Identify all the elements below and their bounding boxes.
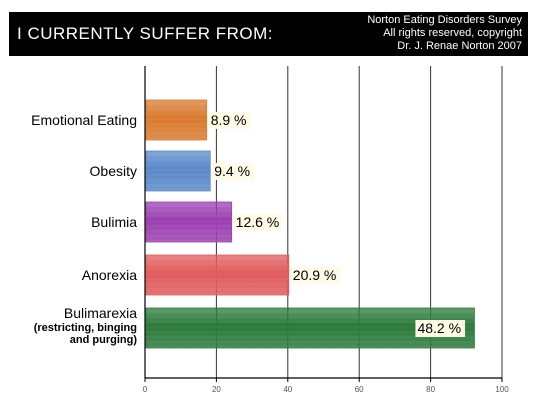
value-label-bg-2	[233, 214, 284, 231]
bar-2	[145, 201, 233, 243]
x-tick-label-100: 100	[495, 385, 509, 394]
value-label-2: 12.6 %	[236, 214, 280, 230]
value-label-1: 9.4 %	[214, 163, 250, 179]
credit-line-rights: All rights reserved, copyright	[383, 27, 522, 39]
x-tick-label-80: 80	[426, 385, 435, 394]
value-label-4: 48.2 %	[417, 320, 461, 336]
value-label-3: 20.9 %	[293, 267, 337, 283]
value-label-bg-3	[290, 267, 341, 284]
x-tick-label-40: 40	[283, 385, 292, 394]
category-sublabel-4-0: (restricting, binging	[34, 322, 137, 334]
category-label-1: Obesity	[90, 163, 137, 179]
credit-line-author: Dr. J. Renae Norton 2007	[397, 40, 522, 52]
copyright-credit: Norton Eating Disorders Survey All right…	[367, 14, 522, 53]
bar-0	[145, 99, 208, 141]
category-label-3: Anorexia	[82, 267, 137, 283]
chart-header: I CURRENTLY SUFFER FROM: Norton Eating D…	[9, 12, 528, 56]
bar-1	[145, 150, 211, 192]
category-label-0: Emotional Eating	[31, 112, 137, 128]
category-label-2: Bulimia	[91, 214, 137, 230]
chart-title: I CURRENTLY SUFFER FROM:	[17, 24, 273, 43]
x-tick-label-60: 60	[355, 385, 364, 394]
bars	[145, 99, 475, 349]
value-label-bg-1	[212, 163, 255, 180]
axes: 0 20 40 60 80 100	[143, 66, 509, 394]
credit-line-survey: Norton Eating Disorders Survey	[367, 14, 522, 26]
value-label-bg-0	[208, 112, 251, 129]
value-label-bg-4	[415, 320, 466, 337]
x-tick-label-0: 0	[143, 385, 148, 394]
category-label-4: Bulimarexia	[64, 305, 137, 321]
value-label-0: 8.9 %	[211, 112, 247, 128]
category-sublabel-4-1: and purging)	[70, 334, 138, 346]
labels: 8.9 % Emotional Eating 9.4 % Obesity 12.6 % B…	[31, 112, 466, 346]
x-tick-label-20: 20	[212, 385, 221, 394]
bar-3	[145, 254, 290, 296]
